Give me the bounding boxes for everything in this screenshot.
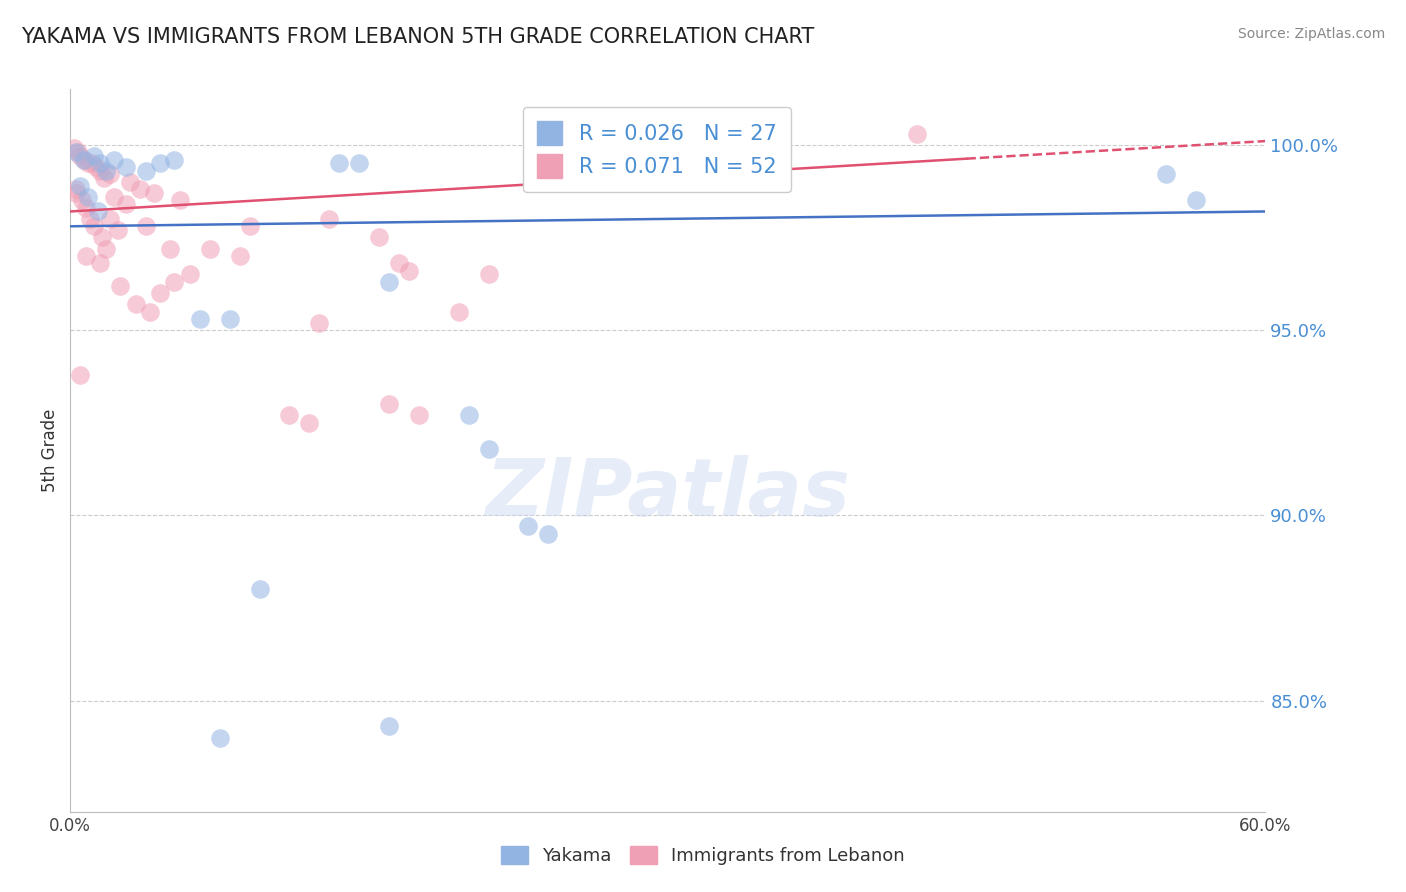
Legend: R = 0.026   N = 27, R = 0.071   N = 52: R = 0.026 N = 27, R = 0.071 N = 52 xyxy=(523,107,792,193)
Point xyxy=(73,153,96,167)
Point xyxy=(89,256,111,270)
Point xyxy=(208,731,231,745)
Point xyxy=(135,219,157,234)
Point xyxy=(125,297,148,311)
Point xyxy=(163,153,186,167)
Point xyxy=(478,442,501,456)
Point xyxy=(135,163,157,178)
Point xyxy=(1154,168,1177,182)
Point xyxy=(378,397,401,411)
Point xyxy=(75,201,97,215)
Point xyxy=(447,304,470,318)
Point xyxy=(239,219,262,234)
Point xyxy=(169,194,191,208)
Point xyxy=(96,242,118,256)
Point xyxy=(218,312,240,326)
Point xyxy=(93,171,115,186)
Point xyxy=(65,145,87,160)
Point xyxy=(77,189,100,203)
Point xyxy=(328,156,350,170)
Point xyxy=(103,153,125,167)
Point xyxy=(159,242,181,256)
Point xyxy=(308,316,330,330)
Point xyxy=(478,268,501,282)
Point xyxy=(77,156,100,170)
Point xyxy=(82,156,104,170)
Point xyxy=(67,145,90,160)
Point xyxy=(103,189,125,203)
Point xyxy=(143,186,166,200)
Point xyxy=(96,163,118,178)
Point xyxy=(278,409,301,423)
Point xyxy=(398,264,420,278)
Point xyxy=(347,156,370,170)
Text: YAKAMA VS IMMIGRANTS FROM LEBANON 5TH GRADE CORRELATION CHART: YAKAMA VS IMMIGRANTS FROM LEBANON 5TH GR… xyxy=(21,27,814,46)
Point xyxy=(318,211,340,226)
Point xyxy=(83,149,105,163)
Point xyxy=(139,304,162,318)
Point xyxy=(249,582,271,597)
Point xyxy=(537,526,560,541)
Point xyxy=(129,182,152,196)
Point xyxy=(1184,194,1206,208)
Point xyxy=(298,416,321,430)
Text: Source: ZipAtlas.com: Source: ZipAtlas.com xyxy=(1237,27,1385,41)
Point xyxy=(408,409,430,423)
Point xyxy=(69,178,91,193)
Point xyxy=(73,153,96,167)
Point xyxy=(98,168,121,182)
Point xyxy=(89,163,111,178)
Point xyxy=(89,156,111,170)
Point xyxy=(368,230,391,244)
Point xyxy=(115,197,138,211)
Point xyxy=(228,249,250,263)
Point xyxy=(87,204,110,219)
Point xyxy=(75,249,97,263)
Point xyxy=(98,211,121,226)
Point xyxy=(108,278,131,293)
Point xyxy=(65,186,87,200)
Point xyxy=(84,160,107,174)
Y-axis label: 5th Grade: 5th Grade xyxy=(41,409,59,492)
Point xyxy=(179,268,201,282)
Point xyxy=(70,194,93,208)
Point xyxy=(388,256,411,270)
Point xyxy=(378,275,401,289)
Point xyxy=(65,182,87,196)
Point xyxy=(163,275,186,289)
Point xyxy=(188,312,211,326)
Point xyxy=(115,160,138,174)
Point xyxy=(107,223,129,237)
Point xyxy=(69,368,91,382)
Point xyxy=(378,719,401,733)
Point xyxy=(83,219,105,234)
Point xyxy=(120,175,141,189)
Point xyxy=(457,409,479,423)
Point xyxy=(149,285,172,300)
Point xyxy=(149,156,172,170)
Text: ZIPatlas: ZIPatlas xyxy=(485,455,851,533)
Point xyxy=(69,149,91,163)
Point xyxy=(79,211,101,226)
Point xyxy=(198,242,221,256)
Point xyxy=(905,127,928,141)
Point xyxy=(517,519,540,533)
Legend: Yakama, Immigrants from Lebanon: Yakama, Immigrants from Lebanon xyxy=(492,837,914,874)
Point xyxy=(63,141,86,155)
Point xyxy=(91,230,114,244)
